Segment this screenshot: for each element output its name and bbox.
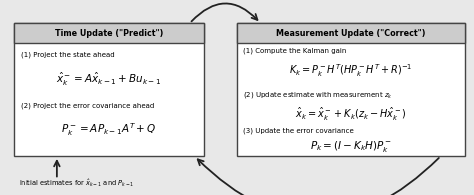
Text: (2) Project the error covariance ahead: (2) Project the error covariance ahead [21, 102, 155, 109]
Text: Initial estimates for $\hat{x}_{k-1}$ and $P_{k-1}$: Initial estimates for $\hat{x}_{k-1}$ an… [19, 177, 135, 189]
Text: $P^-_k = AP_{k-1}A^T + Q$: $P^-_k = AP_{k-1}A^T + Q$ [61, 122, 157, 138]
FancyBboxPatch shape [14, 23, 204, 156]
Text: (3) Update the error covariance: (3) Update the error covariance [243, 128, 354, 135]
Text: (1) Project the state ahead: (1) Project the state ahead [21, 51, 115, 58]
FancyBboxPatch shape [237, 23, 465, 43]
Text: $\hat{x}^-_k = A\hat{x}_{k-1} + Bu_{k-1}$: $\hat{x}^-_k = A\hat{x}_{k-1} + Bu_{k-1}… [56, 71, 162, 88]
Text: Measurement Update ("Correct"): Measurement Update ("Correct") [276, 29, 426, 38]
FancyBboxPatch shape [237, 23, 465, 156]
Text: (1) Compute the Kalman gain: (1) Compute the Kalman gain [243, 48, 346, 54]
Text: (2) Update estimate with measurement $z_k$: (2) Update estimate with measurement $z_… [243, 90, 392, 100]
Text: $P_k = (I - K_k H)P^-_k$: $P_k = (I - K_k H)P^-_k$ [310, 139, 392, 154]
Text: Time Update ("Predict"): Time Update ("Predict") [55, 29, 163, 38]
FancyBboxPatch shape [14, 23, 204, 43]
Text: $\hat{x}_k = \hat{x}^-_k + K_k(z_k - H\hat{x}^-_k)$: $\hat{x}_k = \hat{x}^-_k + K_k(z_k - H\h… [295, 106, 407, 123]
Text: $K_k = P^-_k H^T(HP^-_k H^T + R)^{-1}$: $K_k = P^-_k H^T(HP^-_k H^T + R)^{-1}$ [289, 62, 412, 79]
